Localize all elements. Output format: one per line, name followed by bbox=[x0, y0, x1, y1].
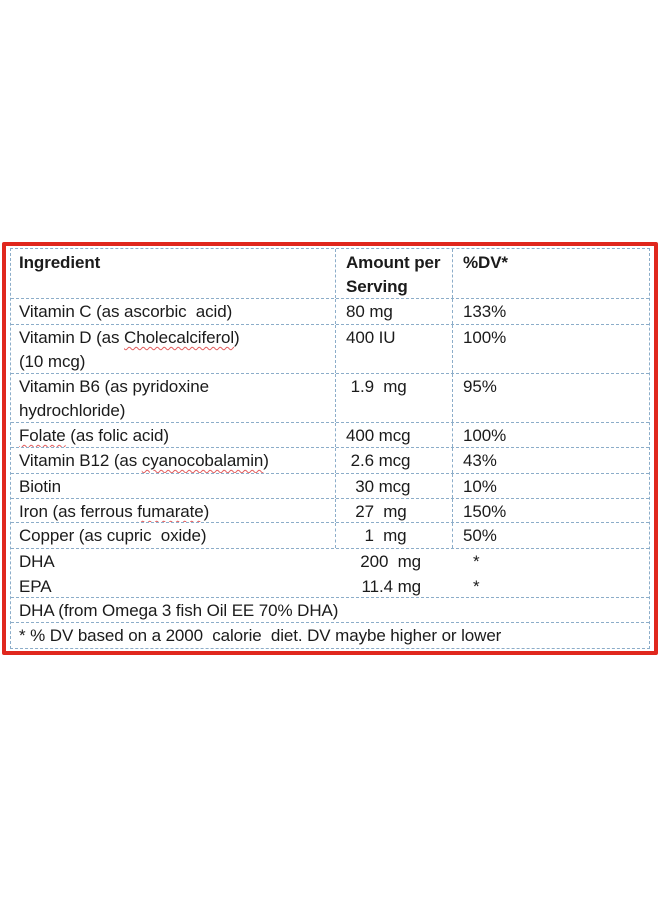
amount-cell: 11.4 mg bbox=[361, 577, 422, 596]
amount-cell: 200 mg bbox=[360, 552, 421, 571]
table-row-biotin: Biotin 30 mcg 10% bbox=[11, 474, 649, 499]
ingredient-name: EPA bbox=[19, 577, 52, 596]
amount-cell: 80 mg bbox=[336, 299, 453, 324]
ingredient-cell: Vitamin B12 (as cyanocobalamin) bbox=[11, 448, 336, 473]
ingredient-name-line2: hydrochloride) bbox=[19, 401, 126, 420]
amount-cell: 1.9 mg bbox=[336, 374, 453, 422]
ingredient-cell: Iron (as ferrous fumarate) bbox=[11, 499, 336, 522]
ingredient-name-post: ) bbox=[203, 502, 210, 521]
dha-line: DHA 200 mg * bbox=[11, 549, 649, 575]
ingredient-name: Vitamin B6 (as pyridoxine bbox=[19, 377, 209, 396]
ingredient-name: Vitamin D (as bbox=[19, 328, 125, 347]
ingredient-name: Vitamin B12 (as bbox=[19, 451, 142, 470]
amount-cell: 30 mcg bbox=[336, 474, 453, 498]
table-row-dha-epa: DHA 200 mg * EPA 11.4 mg * bbox=[11, 549, 649, 598]
ingredient-name: DHA bbox=[19, 552, 55, 571]
dv-cell: 95% bbox=[463, 377, 497, 396]
amount-cell: 400 mcg bbox=[336, 423, 453, 447]
ingredient-cell: Vitamin B6 (as pyridoxine hydrochloride) bbox=[11, 374, 336, 422]
ingredient-name: Biotin bbox=[19, 477, 61, 496]
ingredient-name: Vitamin C (as ascorbic acid) bbox=[19, 302, 233, 321]
ingredient-cell: Vitamin D (as Cholecalciferol) (10 mcg) bbox=[11, 325, 336, 373]
ingredient-cell: Biotin bbox=[11, 474, 336, 498]
ingredient-name-line2: (10 mcg) bbox=[19, 352, 86, 371]
ingredient-name-post: (as folic acid) bbox=[65, 426, 169, 445]
ingredient-cell: Folate (as folic acid) bbox=[11, 423, 336, 447]
header-ingredient: Ingredient bbox=[11, 249, 336, 298]
dv-cell: 10% bbox=[463, 477, 497, 496]
dv-cell: 50% bbox=[463, 526, 497, 545]
table-row-vitamin-d: Vitamin D (as Cholecalciferol) (10 mcg) 4… bbox=[11, 325, 649, 374]
ingredient-name-post: ) bbox=[263, 451, 269, 470]
amount-cell: 1 mg bbox=[336, 523, 453, 548]
table-row-vitamin-b6: Vitamin B6 (as pyridoxine hydrochloride) … bbox=[11, 374, 649, 423]
header-amount: Amount per Serving bbox=[336, 249, 453, 298]
ingredient-cell: Vitamin C (as ascorbic acid) bbox=[11, 299, 336, 324]
header-ingredient-label: Ingredient bbox=[19, 253, 101, 272]
dv-cell: 100% bbox=[463, 426, 507, 445]
dv-cell: * bbox=[473, 552, 480, 571]
ingredient-name: Iron (as ferrous bbox=[19, 502, 138, 521]
amount-cell: 27 mg bbox=[336, 499, 453, 522]
ingredient-name-misspelled: Folate bbox=[19, 426, 66, 445]
table-row-iron: Iron (as ferrous fumarate) 27 mg 150% bbox=[11, 499, 649, 523]
ingredients-table: Ingredient Amount per Serving %DV* Vitami… bbox=[10, 248, 650, 649]
dv-cell: * bbox=[473, 577, 480, 596]
amount-cell: 2.6 mcg bbox=[336, 448, 453, 473]
ingredient-name: Copper (as cupric oxide) bbox=[19, 526, 207, 545]
header-amount-line2: Serving bbox=[346, 277, 408, 296]
table-row-copper: Copper (as cupric oxide) 1 mg 50% bbox=[11, 523, 649, 549]
ingredient-name-misspelled: cyanocobalamin bbox=[141, 451, 264, 470]
header-amount-line1: Amount per bbox=[346, 253, 441, 272]
epa-line: EPA 11.4 mg * bbox=[11, 575, 649, 599]
dv-cell: 133% bbox=[463, 302, 507, 321]
ingredient-name-misspelled: fumarate bbox=[137, 502, 204, 521]
ingredient-name-post: ) bbox=[234, 328, 240, 347]
table-header-row: Ingredient Amount per Serving %DV* bbox=[11, 249, 649, 299]
dv-cell: 100% bbox=[463, 328, 507, 347]
header-dv-label: %DV* bbox=[463, 253, 508, 272]
dv-footnote-text: * % DV based on a 2000 calorie diet. DV … bbox=[19, 626, 502, 645]
ingredient-name-misspelled: Cholecalciferol bbox=[124, 328, 235, 347]
amount-cell: 400 IU bbox=[336, 325, 453, 373]
table-row-vitamin-b12: Vitamin B12 (as cyanocobalamin) 2.6 mcg … bbox=[11, 448, 649, 474]
table-row-dha-source: DHA (from Omega 3 fish Oil EE 70% DHA) bbox=[11, 598, 649, 623]
header-dv: %DV* bbox=[453, 249, 649, 298]
table-row-folate: Folate (as folic acid) 400 mcg 100% bbox=[11, 423, 649, 448]
table-row-footnote: * % DV based on a 2000 calorie diet. DV … bbox=[11, 623, 649, 648]
table-row-vitamin-c: Vitamin C (as ascorbic acid) 80 mg 133% bbox=[11, 299, 649, 325]
dv-cell: 150% bbox=[463, 502, 507, 521]
supplement-facts-label: Ingredient Amount per Serving %DV* Vitami… bbox=[2, 242, 658, 655]
dv-cell: 43% bbox=[463, 451, 497, 470]
ingredient-cell: Copper (as cupric oxide) bbox=[11, 523, 336, 548]
dha-source-text: DHA (from Omega 3 fish Oil EE 70% DHA) bbox=[19, 601, 339, 620]
